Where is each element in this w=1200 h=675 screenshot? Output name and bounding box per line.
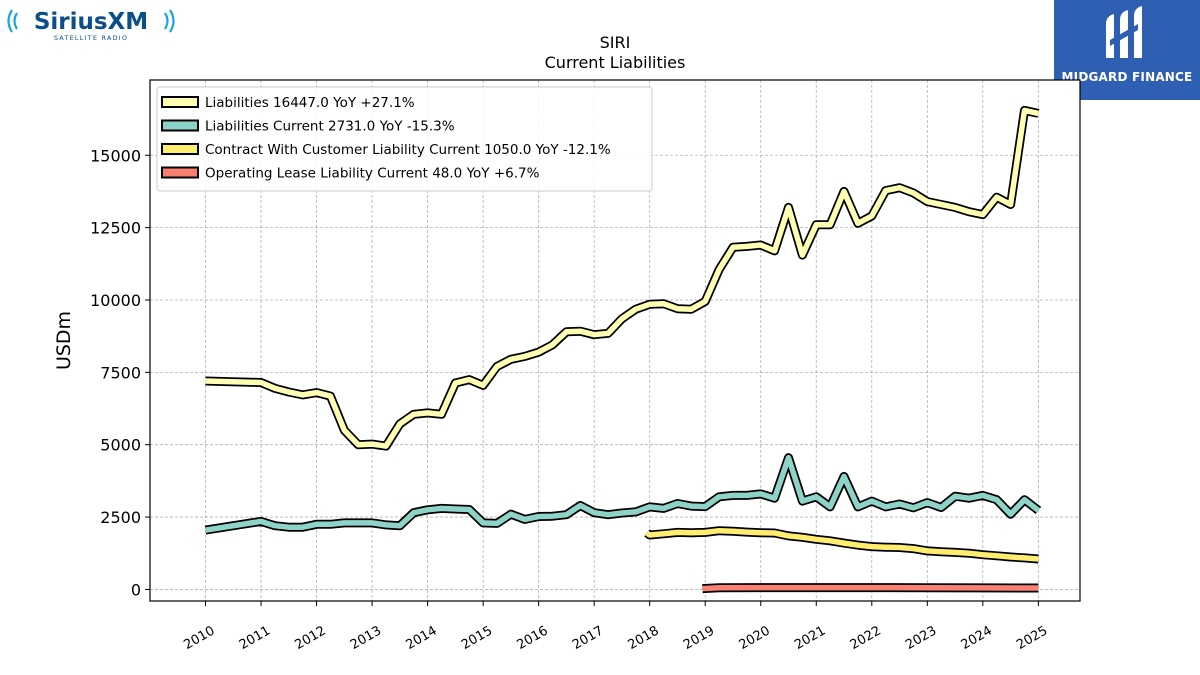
x-tick-label: 2019 [681,623,717,653]
x-tick-label: 2023 [903,623,939,653]
x-tick-label: 2021 [792,623,828,653]
y-tick-label: 12500 [90,219,141,238]
x-tick-label: 2016 [514,623,550,653]
midgard-logo-mark-icon [1106,6,1142,58]
series-line-1 [205,454,1041,533]
x-tick-label: 2022 [848,623,884,653]
siriusxm-tagline: SATELLITE RADIO [54,34,128,42]
x-tick-label: 2020 [737,623,773,653]
x-tick-label: 2010 [181,623,217,653]
x-tick-label: 2011 [237,623,273,653]
x-tick-label: 2014 [403,623,439,653]
midgard-finance-name: MIDGARD FINANCE [1061,70,1193,84]
y-tick-label: 0 [131,580,141,599]
chart-title: SIRI [600,33,631,52]
legend-label-1: Liabilities Current 2731.0 YoY -15.3% [205,119,455,135]
chart-subtitle: Current Liabilities [545,53,686,72]
y-tick-label: 7500 [100,363,141,382]
y-tick-label: 10000 [90,291,141,310]
axes-frame [149,79,1081,602]
legend-box [156,86,653,192]
legend-label-3: Operating Lease Liability Current 48.0 Y… [205,166,540,182]
legend-label-2: Contract With Customer Liability Current… [205,142,611,158]
legend-swatch-3 [161,166,199,179]
x-tick-label: 2025 [1014,623,1050,653]
series-line-2 [645,527,1039,562]
x-tick-label: 2012 [292,623,328,653]
x-tick-label: 2013 [348,623,384,653]
siriusxm-logo: SiriusXM SATELLITE RADIO [4,4,184,44]
y-tick-label: 5000 [100,436,141,455]
y-axis-label: USDm [53,311,75,370]
x-tick-label: 2018 [626,623,662,653]
x-tick-label: 2017 [570,623,606,653]
x-tick-label: 2015 [459,623,495,653]
y-tick-label: 15000 [90,146,141,165]
series-line-3 [702,584,1039,592]
y-tick-label: 2500 [100,508,141,527]
legend-swatch-1 [161,119,199,132]
legend-swatch-2 [161,143,199,155]
legend-label-0: Liabilities 16447.0 YoY +27.1% [205,95,415,111]
legend-swatch-0 [161,96,199,108]
series-line-0 [205,107,1039,449]
siriusxm-logo-graphic: SiriusXM SATELLITE RADIO [7,9,175,42]
siriusxm-wordmark: SiriusXM [34,9,148,35]
x-tick-label: 2024 [959,623,995,653]
midgard-finance-logo: MIDGARD FINANCE [1054,0,1200,100]
